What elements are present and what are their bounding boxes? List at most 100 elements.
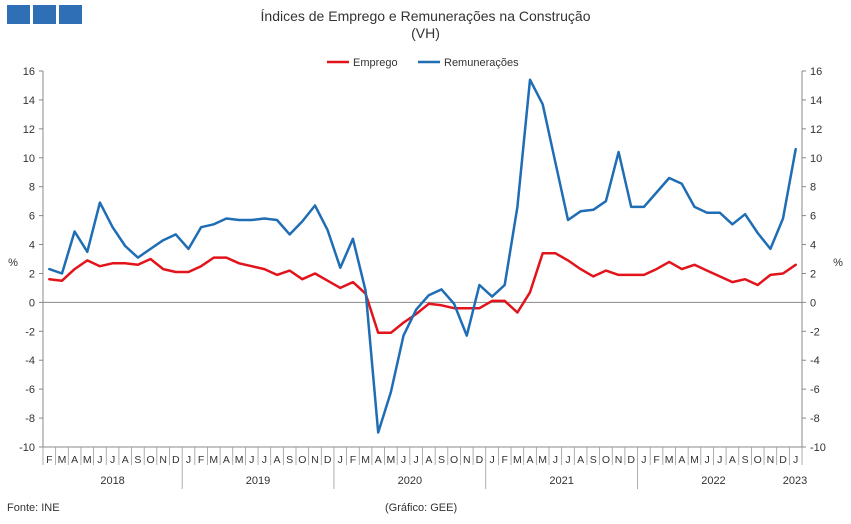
- x-tick-label: J: [553, 454, 558, 466]
- x-tick-label: N: [767, 454, 775, 466]
- x-tick-label: J: [705, 454, 710, 466]
- x-tick-label: A: [71, 454, 78, 466]
- series-line-remunerações: [48, 78, 797, 434]
- series-line-emprego: [48, 251, 797, 335]
- x-tick-label: F: [46, 454, 52, 466]
- x-tick-label: A: [729, 454, 736, 466]
- y-tick-label-right: -8: [810, 413, 820, 425]
- x-tick-label: J: [401, 454, 406, 466]
- y-tick-label-left: -2: [25, 326, 35, 338]
- x-tick-label: A: [274, 454, 281, 466]
- y-tick-label-left: 12: [23, 124, 35, 136]
- y-tick-label-right: 4: [810, 240, 816, 252]
- x-tick-label: N: [615, 454, 623, 466]
- x-tick-label: O: [754, 454, 762, 466]
- logo-block: [59, 5, 82, 24]
- y-axis-label-right: %: [833, 257, 843, 269]
- y-tick-label-left: 6: [29, 211, 35, 223]
- x-tick-label: F: [198, 454, 204, 466]
- x-tick-label: J: [565, 454, 570, 466]
- x-tick-label: O: [450, 454, 458, 466]
- x-tick-label: S: [590, 454, 597, 466]
- x-tick-label: F: [502, 454, 508, 466]
- year-label: 2023: [783, 475, 807, 487]
- y-tick-label-right: 10: [810, 153, 822, 165]
- legend-label: Emprego: [353, 57, 398, 69]
- x-tick-label: S: [286, 454, 293, 466]
- year-label: 2019: [246, 475, 270, 487]
- y-tick-label-right: -6: [810, 384, 820, 396]
- x-tick-label: N: [159, 454, 167, 466]
- y-tick-label-right: -4: [810, 355, 820, 367]
- x-tick-label: D: [627, 454, 635, 466]
- x-tick-label: S: [134, 454, 141, 466]
- x-tick-label: J: [793, 454, 798, 466]
- x-tick-label: J: [489, 454, 494, 466]
- x-tick-label: J: [249, 454, 254, 466]
- x-tick-label: M: [513, 454, 522, 466]
- x-tick-label: M: [58, 454, 67, 466]
- chart-title: Índices de Emprego e Remunerações na Con…: [260, 8, 591, 24]
- x-tick-label: J: [262, 454, 267, 466]
- x-tick-label: J: [641, 454, 646, 466]
- x-tick-label: J: [414, 454, 419, 466]
- x-tick-label: A: [577, 454, 584, 466]
- y-tick-label-left: -4: [25, 355, 35, 367]
- y-tick-label-right: 12: [810, 124, 822, 136]
- x-tick-label: D: [324, 454, 332, 466]
- year-label: 2020: [398, 475, 422, 487]
- x-tick-label: A: [375, 454, 382, 466]
- x-tick-label: D: [779, 454, 787, 466]
- x-tick-label: M: [361, 454, 370, 466]
- x-tick-label: F: [653, 454, 659, 466]
- x-tick-label: M: [665, 454, 674, 466]
- y-tick-label-right: 0: [810, 297, 816, 309]
- x-tick-label: A: [425, 454, 432, 466]
- y-tick-label-right: 8: [810, 182, 816, 194]
- y-tick-label-right: 6: [810, 211, 816, 223]
- x-tick-label: O: [602, 454, 610, 466]
- y-tick-label-right: 2: [810, 268, 816, 280]
- x-tick-label: M: [209, 454, 218, 466]
- x-tick-label: N: [311, 454, 319, 466]
- x-tick-label: A: [122, 454, 129, 466]
- y-tick-label-left: 10: [23, 153, 35, 165]
- year-label: 2021: [549, 475, 573, 487]
- logo-block: [33, 5, 56, 24]
- x-tick-label: J: [97, 454, 102, 466]
- legend-label: Remunerações: [444, 57, 519, 69]
- y-tick-label-left: -6: [25, 384, 35, 396]
- y-tick-label-left: -8: [25, 413, 35, 425]
- y-tick-label-right: 16: [810, 66, 822, 78]
- y-tick-label-left: 16: [23, 66, 35, 78]
- chart-subtitle: (VH): [411, 25, 440, 41]
- x-tick-label: S: [438, 454, 445, 466]
- y-tick-label-left: -10: [19, 442, 35, 454]
- x-tick-label: J: [186, 454, 191, 466]
- y-tick-label-right: -2: [810, 326, 820, 338]
- x-tick-label: M: [387, 454, 396, 466]
- x-tick-label: J: [110, 454, 115, 466]
- x-tick-label: M: [235, 454, 244, 466]
- x-tick-label: J: [338, 454, 343, 466]
- x-tick-label: O: [298, 454, 306, 466]
- y-tick-label-left: 2: [29, 268, 35, 280]
- x-tick-label: M: [690, 454, 699, 466]
- x-tick-label: M: [83, 454, 92, 466]
- x-tick-label: A: [223, 454, 230, 466]
- x-tick-label: M: [538, 454, 547, 466]
- x-tick-label: D: [172, 454, 180, 466]
- x-tick-label: A: [527, 454, 534, 466]
- year-label: 2022: [701, 475, 725, 487]
- y-tick-label-right: -10: [810, 442, 826, 454]
- source-note: Fonte: INE: [7, 502, 60, 514]
- x-tick-label: D: [476, 454, 484, 466]
- logo: [7, 5, 82, 24]
- x-tick-label: N: [463, 454, 471, 466]
- x-tick-label: F: [350, 454, 356, 466]
- x-tick-label: A: [678, 454, 685, 466]
- y-tick-label-left: 4: [29, 240, 35, 252]
- y-tick-label-right: 14: [810, 95, 822, 107]
- y-axis-label-left: %: [8, 257, 18, 269]
